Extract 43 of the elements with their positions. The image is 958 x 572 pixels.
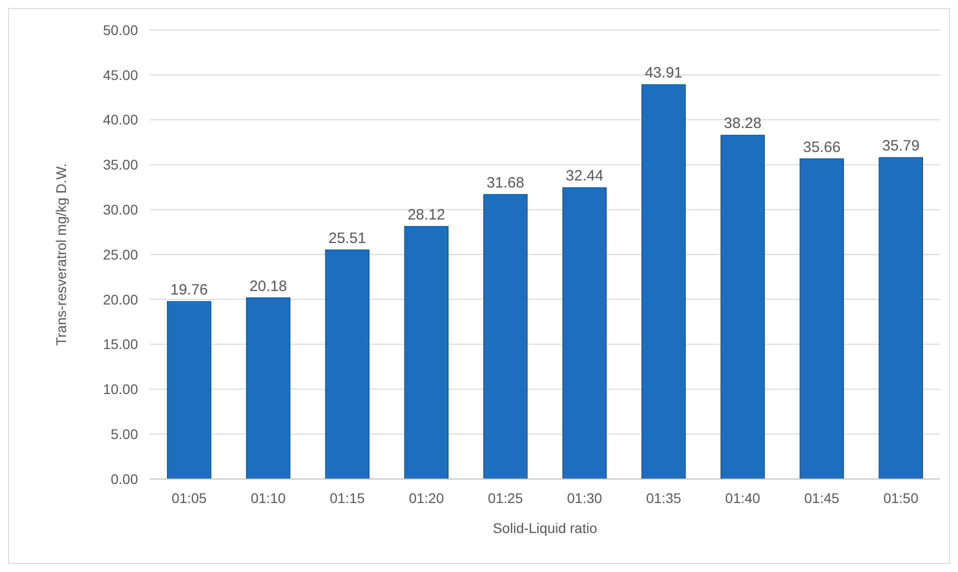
x-axis-title: Solid-Liquid ratio bbox=[492, 520, 598, 536]
y-axis-title: Trans-resveratrol mg/kg D.W. bbox=[53, 163, 69, 346]
y-tick-label: 10.00 bbox=[102, 381, 138, 398]
y-tick-label: 25.00 bbox=[102, 246, 138, 262]
x-tick-label: 01:50 bbox=[883, 490, 919, 506]
y-tick-label: 20.00 bbox=[102, 291, 138, 308]
data-label: 32.44 bbox=[566, 168, 604, 185]
x-tick-label: 01:25 bbox=[488, 490, 524, 506]
data-label: 35.79 bbox=[882, 138, 920, 155]
x-tick-label: 01:45 bbox=[804, 490, 840, 506]
bar bbox=[404, 226, 449, 480]
data-label: 20.18 bbox=[249, 278, 287, 295]
y-tick-label: 5.00 bbox=[110, 426, 138, 442]
data-label: 31.68 bbox=[486, 174, 524, 192]
data-label: 19.76 bbox=[170, 282, 208, 299]
x-tick-label: 01:10 bbox=[250, 490, 286, 506]
x-tick-label: 01:40 bbox=[725, 490, 760, 506]
bar bbox=[483, 194, 528, 480]
x-tick-label: 01:35 bbox=[646, 490, 682, 506]
bar bbox=[800, 158, 844, 480]
x-tick-label: 01:05 bbox=[172, 490, 207, 506]
x-tick-label: 01:20 bbox=[408, 490, 444, 506]
bar bbox=[562, 187, 607, 480]
y-tick-label: 35.00 bbox=[102, 156, 138, 173]
y-tick-label: 30.00 bbox=[102, 202, 138, 218]
x-tick-label: 01:30 bbox=[567, 490, 602, 506]
bar bbox=[641, 84, 686, 480]
bar bbox=[878, 157, 924, 480]
data-label: 25.51 bbox=[328, 230, 366, 247]
data-label: 43.91 bbox=[644, 64, 682, 82]
data-label: 35.66 bbox=[803, 138, 841, 156]
y-tick-label: 40.00 bbox=[102, 112, 138, 128]
bar bbox=[246, 297, 290, 480]
x-tick-label: 01:15 bbox=[330, 490, 366, 506]
data-label: 38.28 bbox=[724, 115, 762, 132]
y-tick-label: 50.00 bbox=[102, 22, 138, 38]
bar bbox=[166, 301, 212, 480]
y-tick-label: 45.00 bbox=[102, 66, 138, 83]
bar bbox=[325, 250, 370, 480]
y-tick-label: 0.00 bbox=[110, 470, 138, 487]
data-label: 28.12 bbox=[408, 206, 446, 224]
y-tick-label: 15.00 bbox=[102, 336, 138, 352]
bar bbox=[720, 134, 765, 480]
